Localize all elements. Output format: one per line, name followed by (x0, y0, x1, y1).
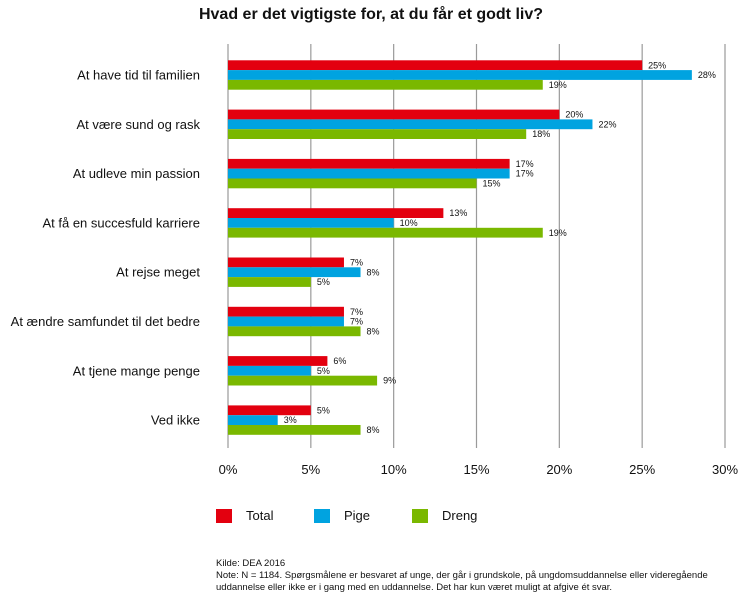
data-label: 28% (698, 70, 716, 80)
data-label: 19% (549, 228, 567, 238)
bar-dreng (228, 129, 527, 139)
bars (228, 60, 692, 435)
bar-total (228, 158, 510, 169)
x-tick-label: 30% (712, 462, 738, 477)
legend-label-pige: Pige (344, 508, 371, 523)
bar-dreng (228, 375, 378, 386)
legend-item-pige: Pige (314, 508, 370, 523)
category-label: At have tid til familien (77, 68, 200, 83)
chart-notes: Kilde: DEA 2016 Note: N = 1184. Spørgsmå… (216, 558, 736, 594)
data-label: 7% (350, 258, 363, 268)
category-label: At være sund og rask (76, 117, 200, 132)
category-label: Ved ikke (151, 413, 200, 428)
gridlines (227, 44, 726, 448)
bar-pige (228, 365, 311, 376)
data-label: 9% (383, 376, 396, 386)
bar-total (228, 306, 344, 317)
data-label: 8% (367, 425, 380, 435)
x-tick-label: 5% (301, 462, 320, 477)
data-label: 17% (516, 169, 534, 179)
legend-item-dreng: Dreng (412, 508, 477, 523)
data-label: 7% (350, 317, 363, 327)
bar-pige (228, 218, 394, 228)
category-label: At ændre samfundet til det bedre (11, 314, 200, 329)
bar-pige (228, 267, 361, 278)
data-label: 5% (317, 366, 330, 376)
data-label: 5% (317, 277, 330, 287)
data-label: 13% (449, 208, 467, 218)
data-label: 7% (350, 307, 363, 317)
x-tick-label: 10% (381, 462, 407, 477)
data-label: 25% (648, 60, 666, 70)
legend-swatch-total (216, 508, 232, 523)
note-line-2: uddannelse eller ikke er i gang med en u… (216, 582, 613, 593)
x-tick-label: 20% (546, 462, 572, 477)
data-label: 20% (565, 110, 583, 120)
bar-total (228, 405, 311, 416)
bar-total (228, 208, 444, 218)
bar-total (228, 257, 344, 268)
bar-pige (228, 168, 510, 179)
data-label: 6% (333, 356, 346, 366)
x-tick-label: 0% (219, 462, 238, 477)
legend-label-dreng: Dreng (442, 508, 478, 523)
bar-dreng (228, 326, 361, 337)
legend-label-total: Total (246, 508, 274, 523)
bar-dreng (228, 79, 543, 90)
note-line-1: Note: N = 1184. Spørgsmålene er besvaret… (216, 570, 708, 581)
data-label: 8% (367, 326, 380, 336)
legend-swatch-pige (314, 508, 330, 523)
data-label: 17% (516, 159, 534, 169)
bar-pige (228, 70, 692, 80)
category-label: At tjene mange penge (73, 363, 200, 378)
bar-dreng (228, 227, 543, 238)
data-label: 3% (284, 415, 297, 425)
x-tick-label: 25% (629, 462, 655, 477)
labels: 0% 5% 10% 15% 20% 25% 30% At have tid til famil… (11, 60, 739, 477)
bar-pige (228, 316, 344, 327)
legend-swatch-dreng (412, 508, 428, 523)
bar-total (228, 356, 328, 366)
bar-dreng (228, 425, 361, 435)
data-label: 22% (598, 119, 616, 129)
bar-dreng (228, 277, 311, 287)
category-label: At rejse meget (116, 265, 200, 280)
category-label: At udleve min passion (73, 166, 200, 181)
data-label: 10% (400, 218, 418, 228)
bar-total (228, 60, 643, 71)
data-label: 15% (483, 179, 501, 189)
bar-pige (228, 119, 593, 130)
bar-dreng (228, 178, 477, 189)
x-tick-label: 15% (463, 462, 489, 477)
bar-total (228, 109, 560, 120)
data-label: 19% (549, 80, 567, 90)
data-label: 18% (532, 129, 550, 139)
bar-pige (228, 415, 278, 425)
data-label: 8% (367, 267, 380, 277)
category-label: At få en succesfuld karriere (42, 215, 200, 230)
legend-item-total: Total (216, 508, 273, 523)
source-text: Kilde: DEA 2016 (216, 558, 286, 569)
legend: Total Pige Dreng (216, 508, 636, 528)
chart-title: Hvad er det vigtigste for, at du får et … (198, 6, 544, 23)
data-label: 5% (317, 405, 330, 415)
